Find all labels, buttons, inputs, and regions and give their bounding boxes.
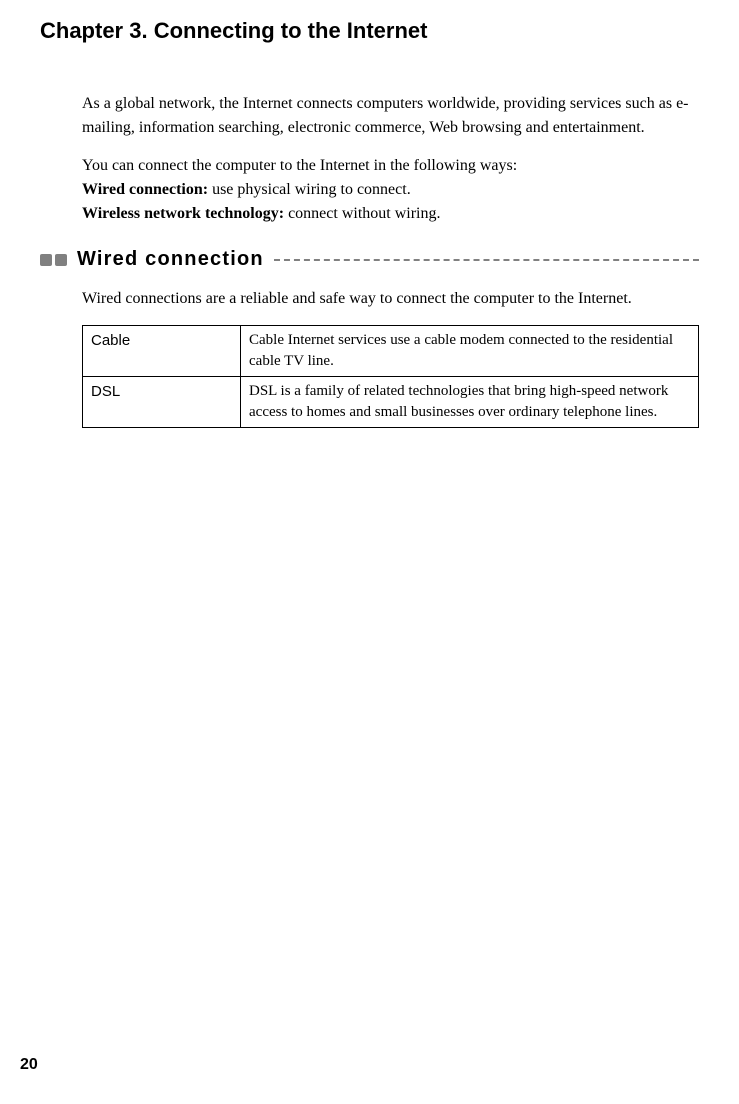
- intro-paragraph: As a global network, the Internet connec…: [82, 92, 699, 140]
- wired-description: use physical wiring to connect.: [208, 181, 411, 198]
- ways-intro: You can connect the computer to the Inte…: [82, 154, 699, 178]
- wireless-line: Wireless network technology: connect wit…: [82, 202, 699, 226]
- wireless-label: Wireless network technology:: [82, 205, 284, 222]
- table-row: Cable Cable Internet services use a cabl…: [83, 326, 699, 377]
- wired-connection-table: Cable Cable Internet services use a cabl…: [82, 325, 699, 428]
- content-area: As a global network, the Internet connec…: [82, 92, 699, 428]
- wired-connection-line: Wired connection: use physical wiring to…: [82, 178, 699, 202]
- marker-square: [40, 254, 52, 266]
- marker-square: [55, 254, 67, 266]
- section-header-row: Wired connection: [40, 248, 699, 271]
- section-marker-icon: [40, 254, 67, 266]
- table-cell-label: Cable: [83, 326, 241, 377]
- page-number: 20: [20, 1056, 38, 1074]
- dash-line-icon: [274, 259, 699, 261]
- table-cell-description: DSL is a family of related technologies …: [241, 377, 699, 428]
- section-title: Wired connection: [77, 248, 264, 271]
- section-intro: Wired connections are a reliable and saf…: [82, 287, 699, 311]
- wireless-description: connect without wiring.: [284, 205, 440, 222]
- wired-label: Wired connection:: [82, 181, 208, 198]
- table-cell-description: Cable Internet services use a cable mode…: [241, 326, 699, 377]
- table-row: DSL DSL is a family of related technolog…: [83, 377, 699, 428]
- chapter-title: Chapter 3. Connecting to the Internet: [40, 18, 699, 44]
- table-cell-label: DSL: [83, 377, 241, 428]
